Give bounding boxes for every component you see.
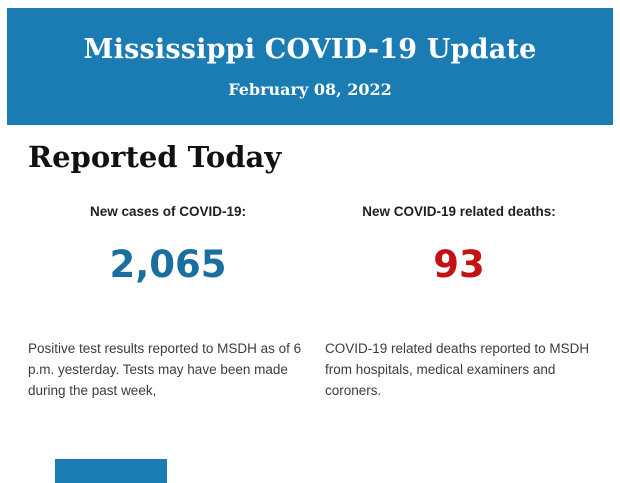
new-cases-label: New cases of COVID-19: xyxy=(89,204,247,219)
new-deaths-label: New COVID-19 related deaths: xyxy=(362,204,556,219)
page-title: Mississippi COVID-19 Update xyxy=(83,34,537,65)
new-deaths-value: 93 xyxy=(433,243,485,286)
new-deaths-description: COVID-19 related deaths reported to MSDH… xyxy=(325,341,590,398)
new-cases-value: 2,065 xyxy=(109,243,227,286)
header-banner: Mississippi COVID-19 Update February 08,… xyxy=(7,8,613,125)
report-date: February 08, 2022 xyxy=(228,80,392,99)
section-heading-reported-today: Reported Today xyxy=(28,140,282,174)
new-cases-description: Positive test results reported to MSDH a… xyxy=(28,341,302,398)
next-section-banner-partial xyxy=(55,459,167,483)
